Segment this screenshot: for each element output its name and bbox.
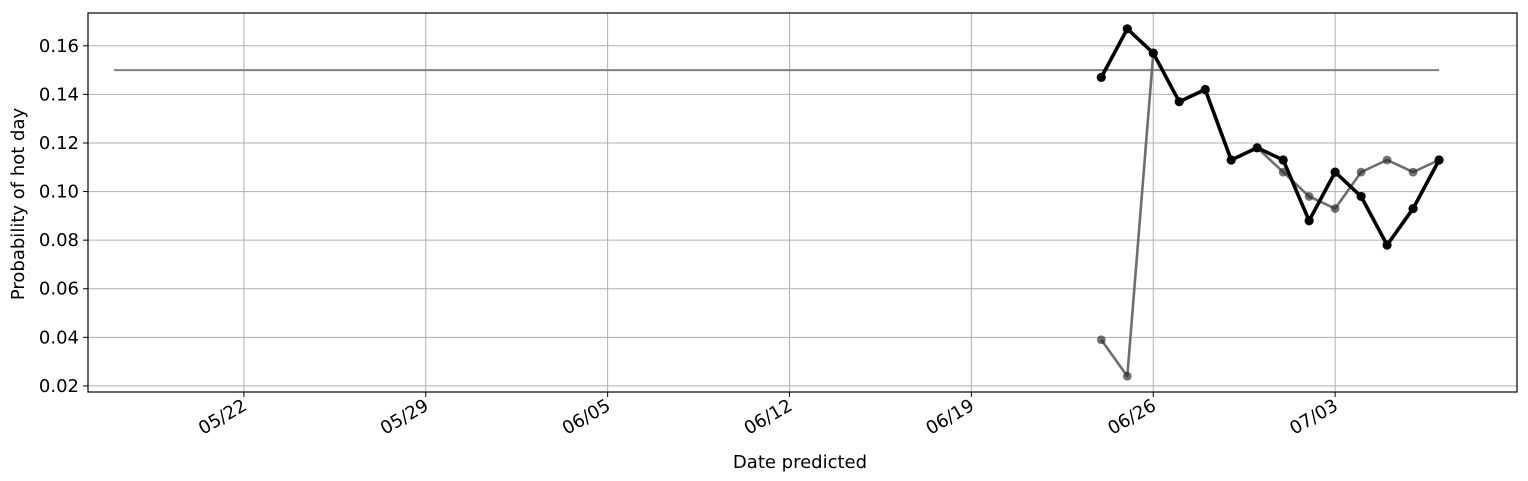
series-2-point [1226, 155, 1236, 165]
x-tick-label: 05/22 [195, 395, 250, 439]
series-2-point [1278, 155, 1288, 165]
y-tick-label: 0.04 [39, 327, 79, 348]
y-tick-label: 0.10 [39, 182, 79, 203]
y-tick-label: 0.12 [39, 133, 79, 154]
x-axis-ticks: 05/22 05/29 06/05 06/12 06/19 06/26 07/03 [195, 392, 1342, 439]
series-2-point [1200, 84, 1210, 95]
series-1-point [1330, 204, 1340, 213]
series-1-point [1304, 192, 1314, 201]
y-axis-ticks: 0.02 0.04 0.06 0.08 0.10 0.12 0.14 0.16 [39, 36, 88, 397]
x-tick-label: 06/26 [1104, 395, 1159, 439]
series-2-point [1304, 216, 1314, 226]
series-1-line [1100, 51, 1440, 378]
series-2-point [1096, 72, 1106, 82]
series-2-point [1408, 203, 1418, 214]
y-tick-label: 0.02 [39, 376, 79, 397]
y-tick-label: 0.08 [39, 230, 79, 251]
x-axis-label: Date predicted [733, 452, 867, 473]
series-1-point [1278, 167, 1288, 177]
series-2-point [1382, 240, 1392, 250]
series-2-point [1330, 167, 1340, 177]
series-2-point [1174, 97, 1184, 107]
series-2-point [1252, 143, 1262, 153]
series-1-point [1096, 335, 1106, 345]
grid-lines [88, 13, 1517, 392]
x-tick-label: 05/29 [377, 395, 432, 439]
plot-frame [87, 12, 1518, 393]
series-layer [114, 24, 1444, 381]
y-axis-label: Probability of hot day [8, 108, 29, 301]
series-2-line [1099, 26, 1441, 247]
series-2-point [1356, 191, 1366, 202]
x-tick-label: 07/03 [1286, 395, 1341, 439]
series-1-point [1408, 167, 1418, 177]
y-tick-label: 0.14 [39, 84, 79, 105]
series-2-point [1148, 48, 1158, 58]
series-1-point [1382, 155, 1392, 165]
series-2-point [1122, 24, 1132, 34]
series-2 [1096, 24, 1444, 250]
x-tick-label: 06/19 [922, 395, 977, 439]
x-tick-label: 06/05 [559, 395, 614, 439]
series-1-point [1122, 371, 1132, 381]
x-tick-label: 06/12 [741, 395, 796, 439]
y-tick-label: 0.16 [39, 36, 79, 57]
series-2-point [1434, 155, 1444, 165]
y-tick-label: 0.06 [39, 279, 79, 300]
series-1 [1096, 48, 1444, 381]
series-1-point [1356, 167, 1366, 177]
